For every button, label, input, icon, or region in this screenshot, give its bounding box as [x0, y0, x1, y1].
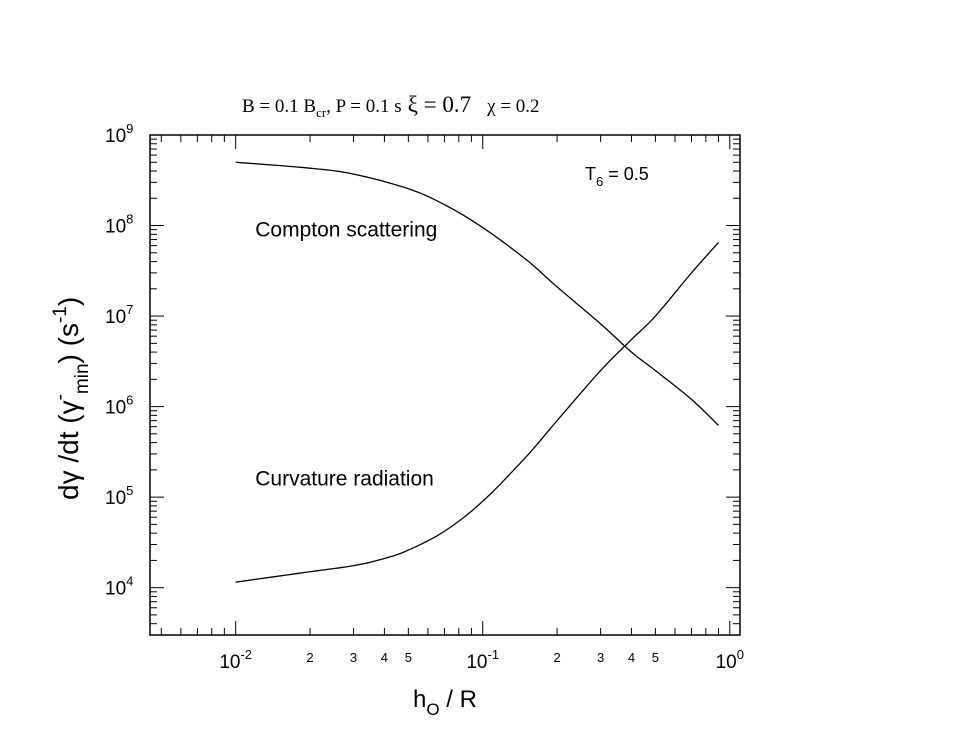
- xlabel-sub: O: [426, 700, 439, 719]
- x-minor-tick-label: 3: [597, 650, 604, 665]
- xlabel-main: h: [413, 686, 426, 713]
- y-tick-label: 106: [105, 393, 133, 419]
- y-tick-label: 108: [105, 212, 133, 238]
- series-lines: [235, 161, 719, 583]
- y-axis-label: dγ /dt (γ-min) (s-1): [50, 297, 93, 500]
- series-labels: Compton scattering Curvature radiation: [255, 219, 437, 491]
- series-line-1: [235, 242, 719, 583]
- x-tick-labels: 10-2 10-1 100 2 3 4 5 2 3 4 5: [219, 647, 744, 673]
- x-minor-tick-label: 5: [652, 650, 659, 665]
- xlabel-rest: / R: [440, 686, 477, 713]
- y-tick-label: 105: [105, 483, 133, 509]
- x-tick-label: 10-2: [219, 647, 252, 673]
- y-tick-label: 109: [105, 121, 133, 147]
- title-b-sub: cr: [316, 105, 327, 120]
- ylabel-sub1: min: [72, 363, 93, 394]
- x-minor-tick-label: 4: [381, 650, 388, 665]
- y-tick-label: 107: [105, 302, 133, 328]
- x-tick-label: 10-1: [466, 647, 499, 673]
- title-chi: χ = 0.2: [486, 96, 539, 117]
- ylabel-p3: ): [53, 297, 84, 306]
- series-label-0: Compton scattering: [255, 219, 437, 242]
- plot-frame: [149, 134, 741, 636]
- x-minor-tick-label: 5: [405, 650, 412, 665]
- series-line-0: [235, 161, 719, 426]
- x-minor-tick-label: 3: [350, 650, 357, 665]
- x-tick-label: 100: [716, 647, 744, 673]
- series-label-1: Curvature radiation: [255, 468, 434, 491]
- annotation-rest: = 0.5: [603, 164, 649, 184]
- ylabel-p2: ) (s: [53, 323, 84, 363]
- chart-title: B = 0.1 Bcr, P = 0.1 s ξ = 0.7 χ = 0.2: [242, 92, 540, 120]
- y-tick-labels: 104 105 106 107 108 109: [105, 121, 133, 600]
- x-axis-label: hO / R: [413, 686, 477, 719]
- annotation-main: T: [585, 164, 596, 184]
- annotation-sub: 6: [596, 174, 603, 189]
- ylabel-p1: dγ /dt (γ: [53, 400, 84, 500]
- title-p: , P = 0.1 s: [326, 96, 401, 117]
- title-b: B = 0.1 B: [242, 96, 316, 117]
- axis-ticks: [150, 134, 740, 636]
- title-xi: ξ = 0.7: [408, 92, 471, 117]
- x-minor-tick-label: 2: [553, 650, 560, 665]
- x-minor-tick-label: 2: [306, 650, 313, 665]
- ylabel-sup2: -1: [50, 306, 71, 323]
- annotation-t6: T6 = 0.5: [585, 164, 649, 189]
- ylabel-sup1: -: [50, 394, 71, 400]
- y-tick-label: 104: [105, 574, 133, 600]
- x-minor-tick-label: 4: [628, 650, 635, 665]
